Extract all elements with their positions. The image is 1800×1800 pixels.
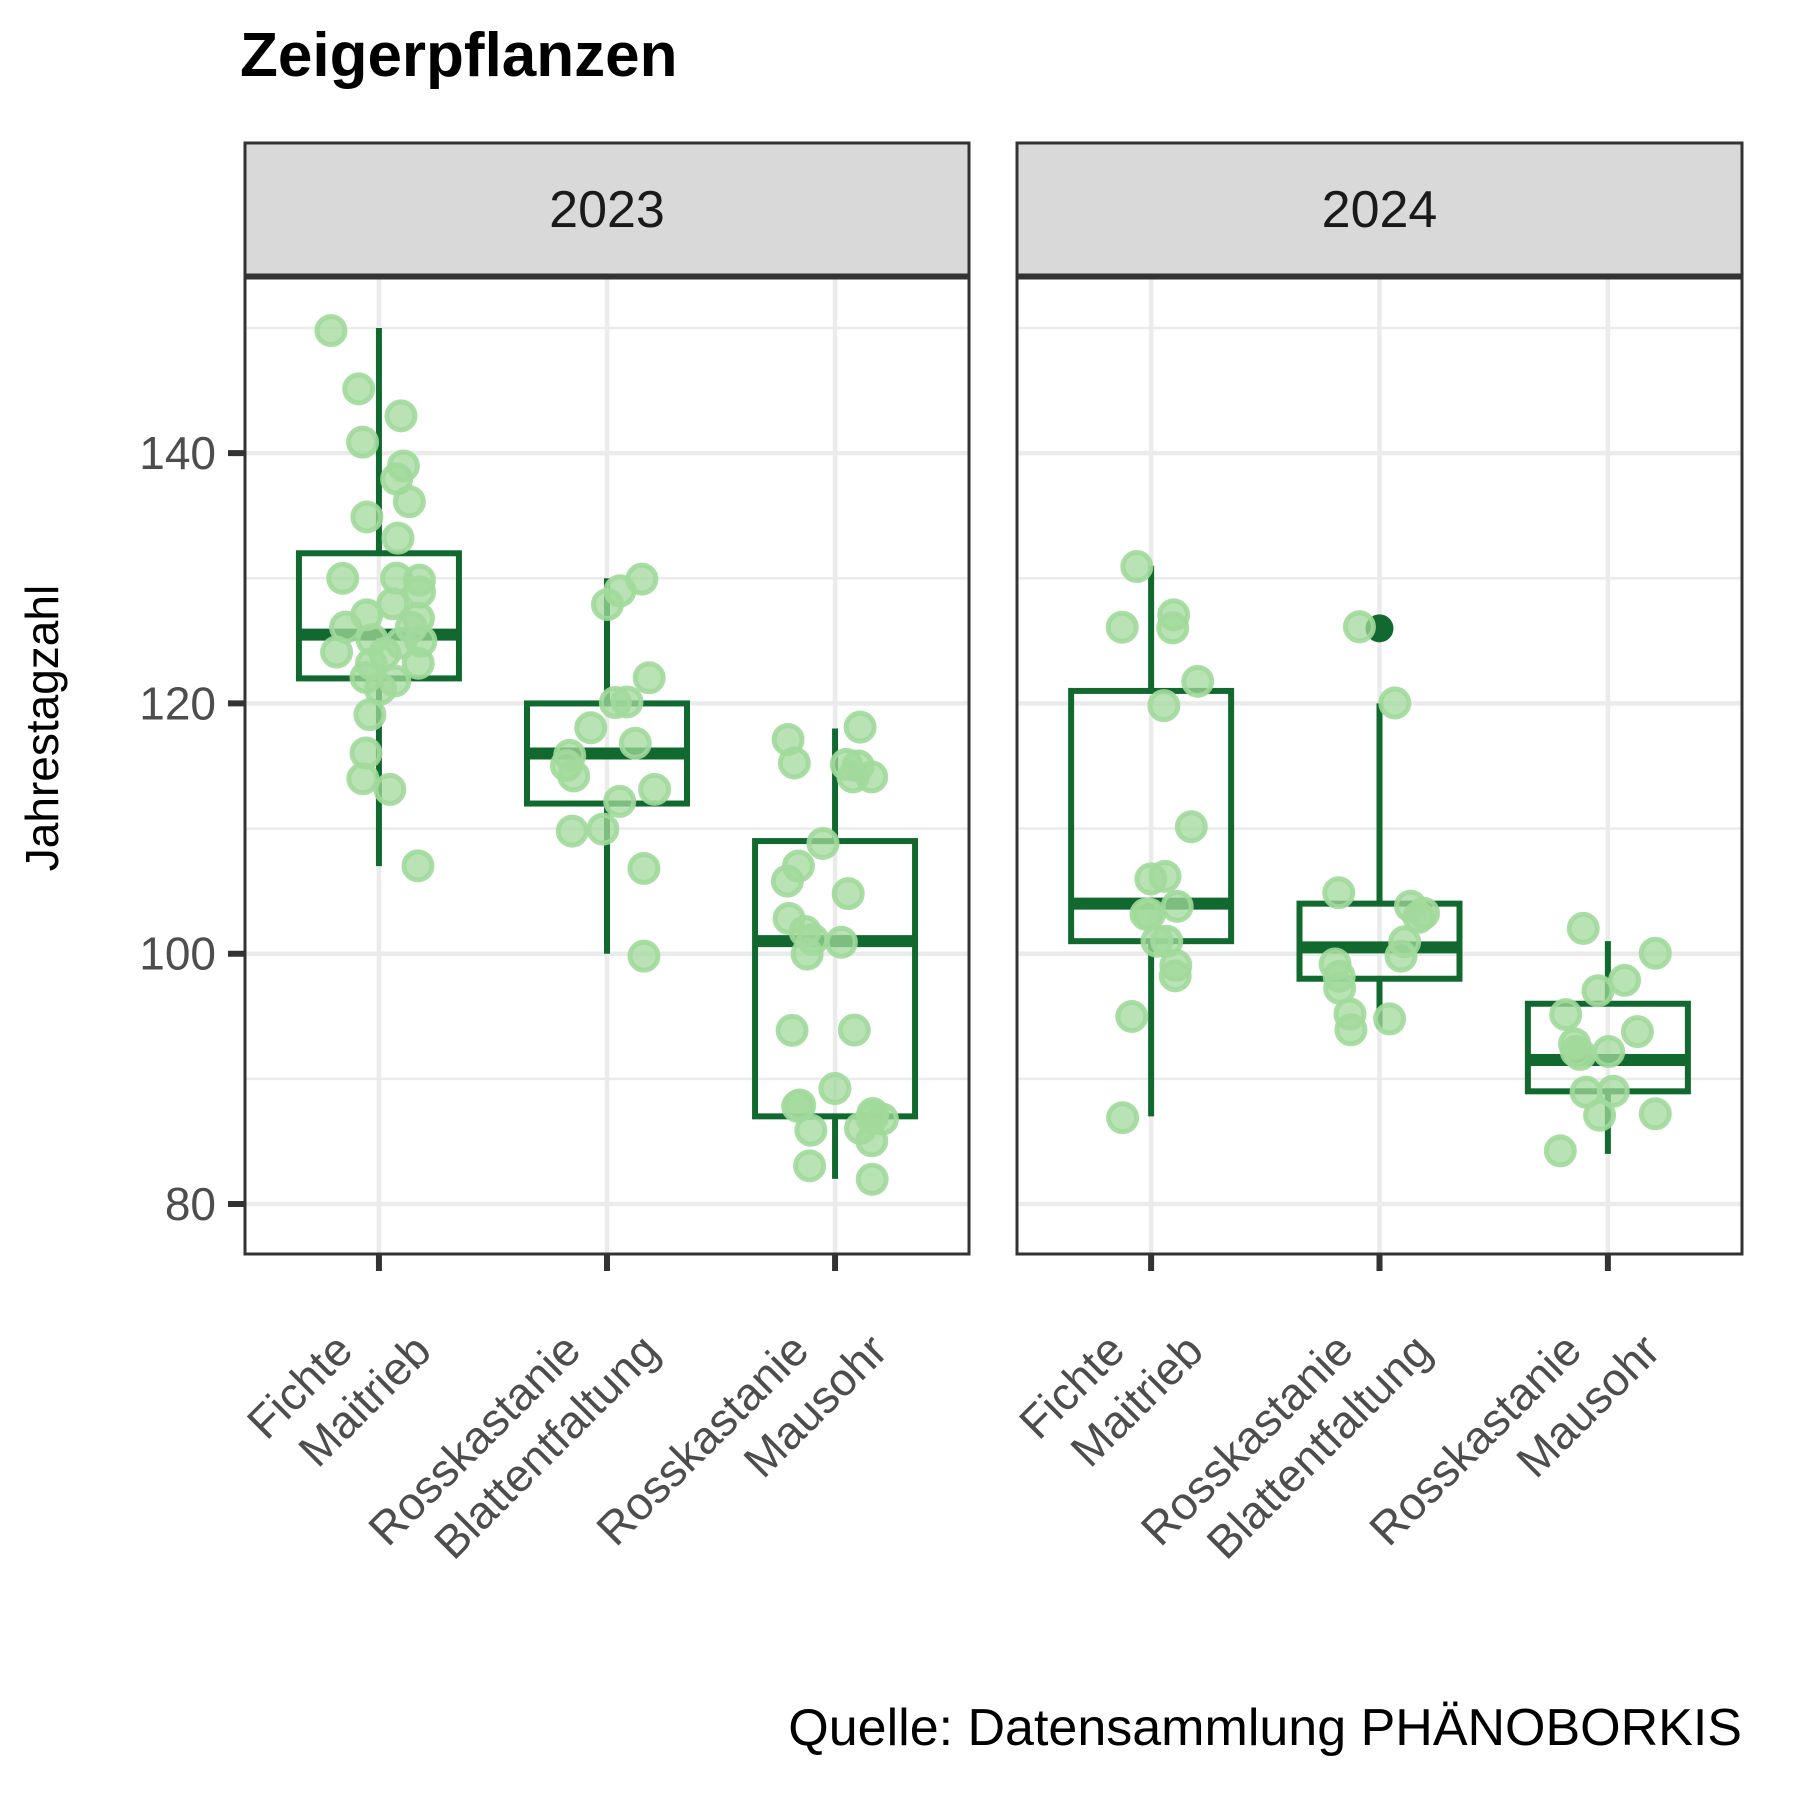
data-point — [384, 399, 418, 433]
data-point — [1378, 686, 1412, 720]
y-tick-label: 80 — [165, 1178, 216, 1230]
data-point — [401, 646, 435, 680]
data-point — [1156, 611, 1190, 645]
data-point — [806, 826, 840, 860]
data-point — [590, 587, 624, 621]
data-point — [1105, 610, 1139, 644]
points-2 — [1318, 610, 1441, 1047]
data-point — [373, 772, 407, 806]
data-point — [1140, 924, 1174, 958]
points-1 — [1105, 550, 1215, 1135]
data-point — [627, 851, 661, 885]
data-point — [1581, 974, 1615, 1008]
data-point — [1592, 1035, 1626, 1069]
data-point — [557, 759, 591, 793]
data-point — [1543, 1134, 1577, 1168]
data-point — [843, 710, 877, 744]
data-point — [627, 939, 661, 973]
data-point — [1120, 550, 1154, 584]
points-3 — [1543, 911, 1672, 1168]
data-point — [320, 635, 354, 669]
y-tick-label: 100 — [139, 928, 216, 980]
x-tick-label: FichteMaitrieb — [237, 1284, 441, 1488]
data-point — [1158, 959, 1192, 993]
data-point — [1174, 810, 1208, 844]
data-point — [794, 1113, 828, 1147]
data-point — [837, 1013, 871, 1047]
data-point — [1373, 1002, 1407, 1036]
data-point — [632, 661, 666, 695]
data-point — [555, 814, 589, 848]
y-axis: 80 100 120 140 — [139, 427, 245, 1230]
facet-panel-2024: 2024FichteMaitriebRosskastanieBlattentfa… — [1009, 141, 1744, 1569]
data-point — [314, 314, 348, 348]
data-point — [824, 925, 858, 959]
source-caption: Quelle: Datensammlung PHÄNOBORKIS — [788, 1699, 1742, 1757]
data-point — [855, 1162, 889, 1196]
data-point — [353, 698, 387, 732]
data-point — [342, 372, 376, 406]
data-point — [603, 784, 637, 818]
facet-strip — [243, 141, 971, 277]
data-point — [1638, 936, 1672, 970]
data-point — [403, 575, 437, 609]
data-point — [598, 686, 632, 720]
data-point — [1549, 998, 1583, 1032]
data-point — [1322, 876, 1356, 910]
y-tick-label: 140 — [139, 427, 216, 479]
data-point — [392, 485, 426, 519]
data-point — [775, 1013, 809, 1047]
data-point — [618, 726, 652, 760]
data-point — [346, 762, 380, 796]
data-point — [1583, 1098, 1617, 1132]
data-point — [1181, 664, 1215, 698]
data-point — [1559, 1034, 1593, 1068]
data-point — [855, 1124, 889, 1158]
y-tick-label: 120 — [139, 677, 216, 729]
chart-title: Zeigerpflanzen — [240, 21, 678, 90]
data-point — [326, 561, 360, 595]
data-point — [1608, 963, 1642, 997]
facet-strip — [1015, 141, 1744, 277]
data-point — [1106, 1101, 1140, 1135]
data-point — [790, 937, 824, 971]
data-point — [401, 849, 435, 883]
facet-strip-label: 2024 — [1322, 181, 1438, 239]
data-point — [831, 877, 865, 911]
data-point — [818, 1072, 852, 1106]
data-point — [1134, 862, 1168, 896]
data-point — [638, 772, 672, 806]
data-point — [1160, 889, 1194, 923]
facet-strip-label: 2023 — [549, 181, 665, 239]
data-point — [1596, 1074, 1630, 1108]
y-axis-title: Jahrestagzahl — [16, 585, 68, 871]
data-point — [586, 812, 620, 846]
data-point — [574, 711, 608, 745]
data-point — [770, 864, 804, 898]
data-point — [350, 500, 384, 534]
data-point — [777, 746, 811, 780]
data-point — [1334, 1013, 1368, 1047]
data-point — [346, 425, 380, 459]
x-tick-label: FichteMaitrieb — [1009, 1284, 1213, 1488]
data-point — [1342, 610, 1376, 644]
data-point — [1129, 897, 1163, 931]
data-point — [1638, 1097, 1672, 1131]
points-1 — [314, 314, 438, 883]
box-iqr — [1296, 900, 1463, 982]
data-point — [1147, 689, 1181, 723]
data-point — [381, 521, 415, 555]
facet-panel-2023: 2023FichteMaitriebRosskastanieBlattentfa… — [237, 141, 971, 1569]
data-point — [1620, 1015, 1654, 1049]
points-2 — [549, 562, 672, 973]
data-point — [793, 1149, 827, 1183]
data-point — [855, 760, 889, 794]
data-point — [1115, 1000, 1149, 1034]
points-3 — [770, 710, 899, 1196]
facet-panels: 2023FichteMaitriebRosskastanieBlattentfa… — [237, 141, 1744, 1569]
data-point — [1407, 896, 1441, 930]
data-point — [1566, 911, 1600, 945]
data-point — [1384, 939, 1418, 973]
